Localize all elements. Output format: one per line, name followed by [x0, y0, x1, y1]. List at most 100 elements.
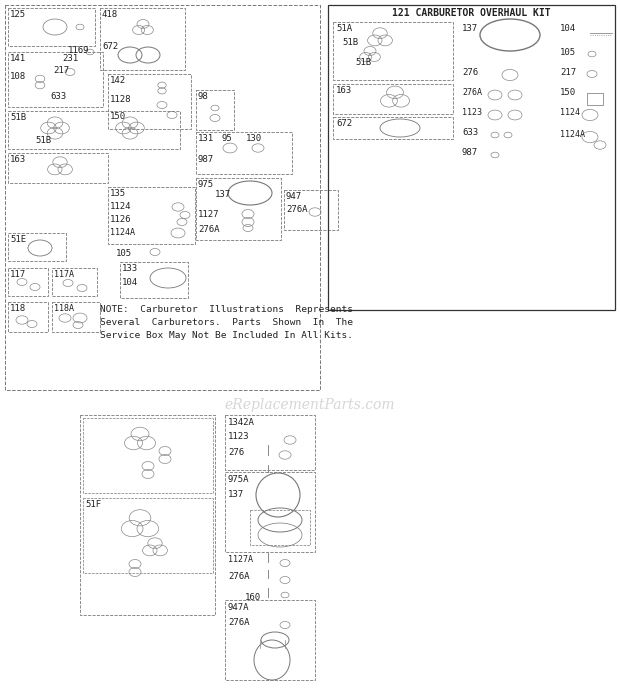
Bar: [8, 153, 108, 183]
Bar: [8, 268, 48, 296]
Text: 104: 104: [122, 278, 138, 287]
Text: 1124: 1124: [110, 202, 131, 211]
Text: 51B: 51B: [355, 58, 371, 67]
Text: 137: 137: [462, 24, 478, 33]
Text: 141: 141: [10, 54, 26, 63]
Bar: [8, 111, 180, 149]
Bar: [333, 84, 453, 114]
Text: 1123: 1123: [462, 108, 482, 117]
Bar: [100, 8, 185, 70]
Text: 150: 150: [110, 112, 126, 121]
Bar: [225, 415, 315, 470]
Bar: [108, 187, 195, 244]
Text: 133: 133: [122, 264, 138, 273]
Text: 51E: 51E: [10, 235, 26, 244]
Text: 117: 117: [10, 270, 26, 279]
Text: 1124A: 1124A: [560, 130, 585, 139]
Text: 1342A: 1342A: [228, 418, 255, 427]
Text: 1127A: 1127A: [228, 555, 253, 564]
Text: 987: 987: [462, 148, 478, 157]
Bar: [8, 8, 95, 46]
Bar: [5, 5, 320, 390]
Text: 633: 633: [462, 128, 478, 137]
Text: 104: 104: [560, 24, 576, 33]
Text: 987: 987: [198, 155, 214, 164]
Text: 131: 131: [198, 134, 214, 143]
Bar: [83, 418, 213, 493]
Text: 276A: 276A: [462, 88, 482, 97]
Text: 1124A: 1124A: [110, 228, 135, 237]
Text: 276: 276: [228, 448, 244, 457]
Text: 1127: 1127: [198, 210, 219, 219]
Bar: [80, 415, 215, 615]
Text: 276A: 276A: [198, 225, 219, 234]
Text: 975: 975: [198, 180, 214, 189]
Text: 118: 118: [10, 304, 26, 313]
Text: 137: 137: [228, 490, 244, 499]
Text: 975A: 975A: [228, 475, 249, 484]
Bar: [333, 117, 453, 139]
Bar: [8, 52, 103, 107]
Text: 1124: 1124: [560, 108, 580, 117]
Bar: [196, 132, 292, 174]
Text: 117A: 117A: [54, 270, 74, 279]
Text: 160: 160: [245, 593, 261, 602]
Text: 163: 163: [336, 86, 352, 95]
Bar: [196, 178, 281, 240]
Text: 98: 98: [198, 92, 209, 101]
Text: 108: 108: [10, 72, 26, 81]
Text: 150: 150: [560, 88, 576, 97]
Text: 1169: 1169: [68, 46, 89, 55]
Text: 130: 130: [246, 134, 262, 143]
Text: 95: 95: [222, 134, 232, 143]
Text: 276A: 276A: [228, 572, 249, 581]
Bar: [8, 233, 66, 261]
Text: 118A: 118A: [54, 304, 74, 313]
Bar: [284, 190, 338, 230]
Text: 163: 163: [10, 155, 26, 164]
Text: 1123: 1123: [228, 432, 249, 441]
Text: 231: 231: [62, 54, 78, 63]
Bar: [52, 302, 100, 332]
Text: Several  Carburetors.  Parts  Shown  In  The: Several Carburetors. Parts Shown In The: [100, 318, 353, 327]
Text: 51B: 51B: [35, 136, 51, 145]
Text: NOTE:  Carburetor  Illustrations  Represents: NOTE: Carburetor Illustrations Represent…: [100, 305, 353, 314]
Text: 51A: 51A: [336, 24, 352, 33]
Text: 51B: 51B: [10, 113, 26, 122]
Text: 672: 672: [102, 42, 118, 51]
Text: 142: 142: [110, 76, 126, 85]
Text: 217: 217: [53, 66, 69, 75]
Text: 418: 418: [102, 10, 118, 19]
Text: 105: 105: [560, 48, 576, 57]
Text: 105: 105: [116, 249, 132, 258]
Text: 51F: 51F: [85, 500, 101, 509]
Bar: [196, 90, 234, 130]
Text: 137: 137: [215, 190, 231, 199]
Bar: [83, 498, 213, 573]
Bar: [52, 268, 97, 296]
Bar: [225, 600, 315, 680]
Text: 135: 135: [110, 189, 126, 198]
Bar: [108, 74, 191, 129]
Text: 1126: 1126: [110, 215, 131, 224]
Text: 276A: 276A: [286, 205, 308, 214]
Bar: [328, 5, 615, 310]
Bar: [120, 262, 188, 298]
Bar: [587, 93, 603, 105]
Text: 276: 276: [462, 68, 478, 77]
Text: 672: 672: [336, 119, 352, 128]
Text: Service Box May Not Be Included In All Kits.: Service Box May Not Be Included In All K…: [100, 331, 353, 340]
Bar: [250, 510, 310, 545]
Text: 51B: 51B: [342, 38, 358, 47]
Text: 947: 947: [286, 192, 302, 201]
Text: eReplacementParts.com: eReplacementParts.com: [224, 398, 396, 412]
Bar: [333, 22, 453, 80]
Bar: [8, 302, 48, 332]
Text: 125: 125: [10, 10, 26, 19]
Text: 633: 633: [50, 92, 66, 101]
Text: 217: 217: [560, 68, 576, 77]
Text: 1128: 1128: [110, 95, 131, 104]
Text: 947A: 947A: [228, 603, 249, 612]
Text: 276A: 276A: [228, 618, 249, 627]
Text: 121 CARBURETOR OVERHAUL KIT: 121 CARBURETOR OVERHAUL KIT: [392, 8, 551, 18]
